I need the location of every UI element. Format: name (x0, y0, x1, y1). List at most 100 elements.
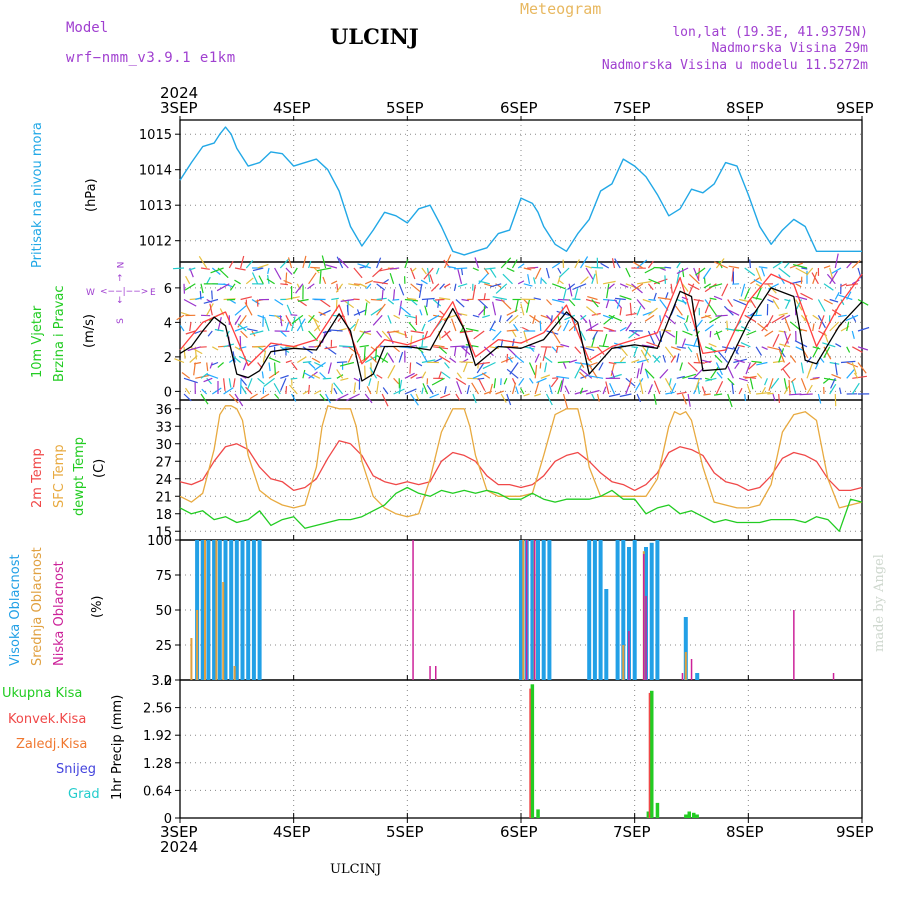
wind-barb (404, 388, 417, 395)
wind-barb (340, 298, 354, 302)
wind-barb (534, 393, 541, 397)
wind-barb (608, 393, 621, 398)
wind-barb (246, 328, 258, 332)
wind-barb (540, 277, 542, 284)
temperature-y-tick-label: 15 (155, 525, 172, 540)
wind-barb (851, 382, 860, 395)
wind-barb (420, 279, 428, 285)
wind-barb (687, 346, 693, 353)
wind-barb (444, 362, 450, 369)
wind-barb (557, 298, 570, 301)
wind-barb (772, 360, 784, 364)
wind-barb (556, 375, 570, 379)
temperature-series-dewpt-temp (179, 486, 863, 532)
wind-barb (608, 373, 622, 379)
wind-barb (411, 267, 417, 273)
wind-barb (418, 283, 423, 299)
wind-barb (290, 314, 298, 316)
wind-barb (591, 299, 599, 308)
wind-barb (587, 361, 598, 367)
wind-barb (356, 309, 361, 316)
wind-barb (857, 346, 869, 351)
wind-barb (580, 314, 587, 320)
wind-barb (472, 371, 487, 379)
wind-barb (557, 267, 562, 274)
wind-barb (472, 393, 477, 404)
wind-barb (460, 267, 464, 276)
model-label: Model (66, 20, 109, 36)
wind-barb (453, 346, 457, 357)
wind-barb (285, 267, 293, 275)
wind-barb (372, 314, 383, 326)
wind-barb (183, 346, 186, 359)
wind-barb (715, 330, 721, 341)
wind-barb (211, 361, 219, 366)
wind-barb (710, 366, 719, 379)
temperature-y-tick-label: 24 (155, 473, 172, 488)
wind-barb (200, 267, 210, 270)
wind-barb (800, 292, 813, 301)
wind-barb (172, 267, 185, 270)
wind-barb (185, 275, 191, 285)
wind-barb (461, 298, 469, 302)
wind-barb (653, 393, 657, 405)
wind-barb (359, 344, 369, 348)
wind-barb (495, 283, 502, 288)
wind-y-tick-label: 6 (164, 282, 172, 297)
wind-barb (233, 356, 241, 363)
wind-barb (198, 255, 208, 269)
wind-barb (465, 344, 479, 348)
wind-barb (228, 378, 232, 388)
wind-barb (209, 362, 213, 369)
temperature-series-sfc-temp (179, 405, 863, 518)
wind-barb (285, 386, 288, 395)
wind-barb (245, 277, 254, 285)
precip-y-tick-label: 0.64 (143, 784, 172, 799)
wind-barb (200, 393, 209, 405)
wind-barb (715, 380, 724, 395)
wind-barb (404, 330, 407, 339)
temperature-y-tick-label: 21 (155, 490, 172, 505)
wind-series-gust (179, 273, 863, 367)
wind-barb (545, 267, 550, 279)
wind-barb (364, 262, 370, 269)
wind-barb (647, 260, 654, 269)
wind-barb (443, 386, 447, 395)
wind-barb (363, 346, 366, 361)
wind-barb (602, 333, 608, 347)
wind-barb (209, 303, 213, 316)
wind-barb (664, 275, 666, 284)
wind-barb (513, 323, 519, 332)
wind-barb (572, 283, 587, 291)
wind-barb (353, 382, 356, 395)
wind-barb (629, 302, 632, 316)
wind-barb (310, 266, 320, 269)
wind-barb (330, 383, 333, 395)
precip-y-tick-label: 2.56 (143, 702, 172, 717)
wind-barb (523, 283, 533, 287)
wind-barb (376, 330, 383, 338)
wind-barb (314, 362, 326, 371)
cloud-bar-visoka-oblacnost (530, 540, 535, 680)
wind-barb (264, 318, 270, 332)
wind-barb (857, 298, 869, 306)
wind-barb (636, 305, 642, 316)
wind-barb (728, 265, 740, 269)
wind-barb (829, 270, 838, 285)
wind-barb (606, 283, 610, 299)
wind-barb (562, 393, 569, 409)
wind-barb (585, 323, 599, 332)
wind-barb (520, 303, 525, 316)
wind-barb (772, 299, 780, 310)
wind-barb (572, 298, 581, 301)
wind-barb (234, 393, 244, 407)
wind-barb (818, 315, 825, 330)
precip-bar-ukupna-kisa (646, 811, 651, 818)
wind-barb (376, 303, 386, 316)
wind-barb (291, 362, 298, 371)
wind-barb (823, 283, 834, 291)
bottom-date-2: 5SEP (386, 823, 424, 841)
wind-barb (478, 280, 490, 285)
wind-barb (718, 351, 729, 363)
wind-barb (406, 297, 417, 301)
